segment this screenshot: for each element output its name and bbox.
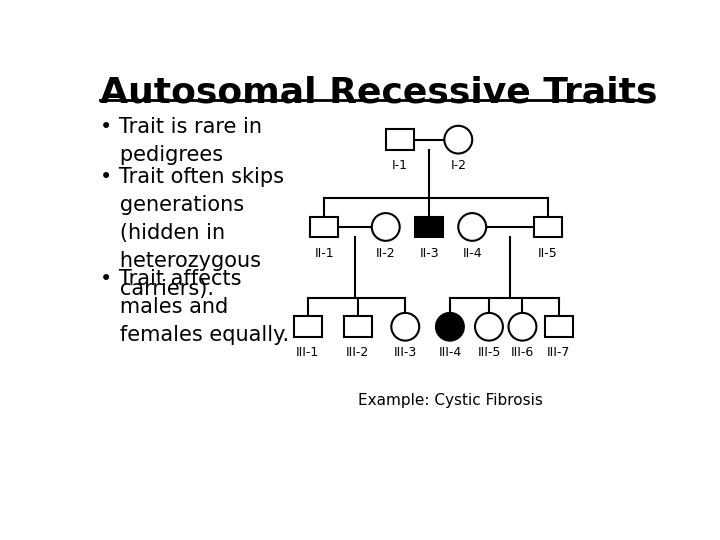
Bar (545, 316, 572, 337)
Text: II-5: II-5 (538, 246, 557, 260)
Text: I-2: I-2 (450, 159, 467, 172)
Text: III-2: III-2 (346, 346, 369, 359)
Text: III-3: III-3 (394, 346, 417, 359)
Ellipse shape (444, 126, 472, 153)
Text: II-1: II-1 (315, 246, 334, 260)
Text: II-4: II-4 (462, 246, 482, 260)
Text: III-5: III-5 (477, 346, 500, 359)
Text: II-3: II-3 (420, 246, 439, 260)
Text: • Trait is rare in
   pedigrees: • Trait is rare in pedigrees (100, 117, 262, 165)
Ellipse shape (436, 313, 464, 341)
Text: Example: Cystic Fibrosis: Example: Cystic Fibrosis (358, 393, 543, 408)
Text: II-2: II-2 (376, 246, 395, 260)
Text: Autosomal Recessive Traits: Autosomal Recessive Traits (100, 75, 657, 109)
Text: • Trait affects
   males and
   females equally.: • Trait affects males and females equall… (100, 268, 289, 345)
Text: III-4: III-4 (438, 346, 462, 359)
Ellipse shape (392, 313, 419, 341)
Text: III-6: III-6 (510, 346, 534, 359)
Text: • Trait often skips
   generations
   (hidden in
   heterozygous
   carriers).: • Trait often skips generations (hidden … (100, 167, 284, 299)
Text: III-1: III-1 (296, 346, 319, 359)
Ellipse shape (475, 313, 503, 341)
Bar (344, 316, 372, 337)
Bar (310, 217, 338, 238)
Bar (534, 217, 562, 238)
Ellipse shape (459, 213, 486, 241)
Bar (294, 316, 322, 337)
Ellipse shape (508, 313, 536, 341)
Bar (386, 129, 414, 150)
Text: III-7: III-7 (547, 346, 570, 359)
Bar (415, 217, 444, 238)
Ellipse shape (372, 213, 400, 241)
Text: I-1: I-1 (392, 159, 408, 172)
